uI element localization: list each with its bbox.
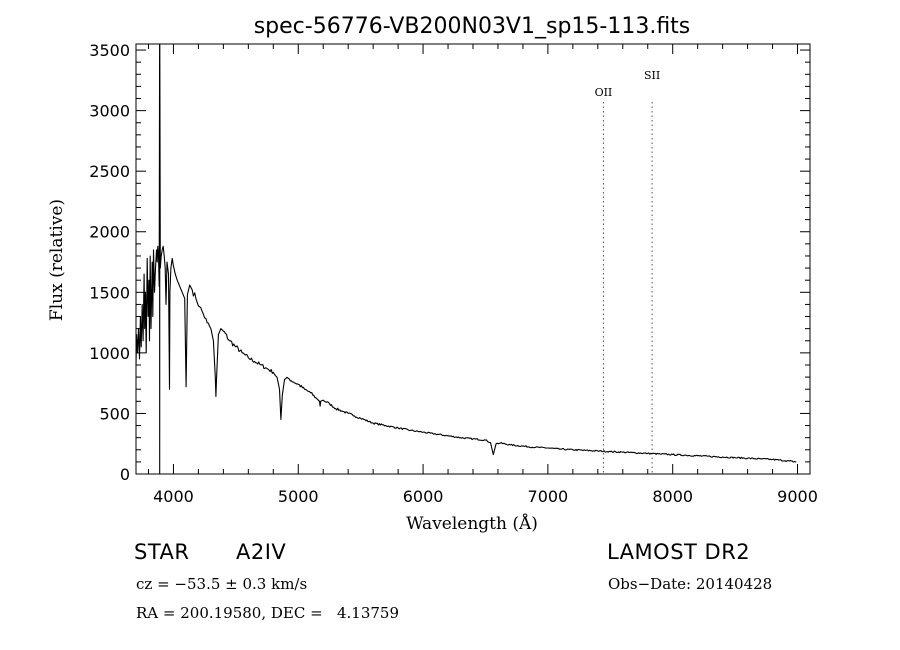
y-axis: 0 500 1000 1500 2000 2500 3000 3500 xyxy=(89,41,810,484)
y-tick-label: 500 xyxy=(99,404,130,423)
y-tick-label: 3000 xyxy=(89,102,130,121)
x-tick-label: 7000 xyxy=(528,487,569,506)
object-class: STAR xyxy=(134,540,190,564)
y-axis-label: Flux (relative) xyxy=(47,199,67,321)
chart-title: spec-56776-VB200N03V1_sp15-113.fits xyxy=(254,14,691,39)
x-tick-label: 9000 xyxy=(777,487,818,506)
y-tick-label: 1500 xyxy=(89,283,130,302)
y-tick-label: 2500 xyxy=(89,162,130,181)
x-tick-label: 6000 xyxy=(403,487,444,506)
coordinates: RA = 200.19580, DEC = 4.13759 xyxy=(136,604,400,622)
y-tick-label: 0 xyxy=(120,465,130,484)
x-tick-label: 5000 xyxy=(278,487,319,506)
velocity-readout: cz = −53.5 ± 0.3 km/s xyxy=(136,575,308,593)
obs-date: Obs−Date: 20140428 xyxy=(608,575,773,593)
object-subclass: A2IV xyxy=(236,540,287,564)
marker-label-sii: SII xyxy=(644,69,660,82)
survey-name: LAMOST DR2 xyxy=(607,540,751,564)
emission-line-markers: OII SII xyxy=(595,69,660,474)
spectrum-line xyxy=(135,43,797,475)
y-tick-label: 2000 xyxy=(89,223,130,242)
x-axis-label: Wavelength (Å) xyxy=(406,513,538,534)
x-axis: 4000 5000 6000 7000 8000 9000 xyxy=(147,44,818,506)
x-tick-label: 4000 xyxy=(153,487,194,506)
x-tick-label: 8000 xyxy=(652,487,693,506)
y-tick-label: 1000 xyxy=(89,344,130,363)
marker-label-oii: OII xyxy=(595,86,613,99)
y-tick-label: 3500 xyxy=(89,41,130,60)
plot-frame xyxy=(135,43,811,475)
